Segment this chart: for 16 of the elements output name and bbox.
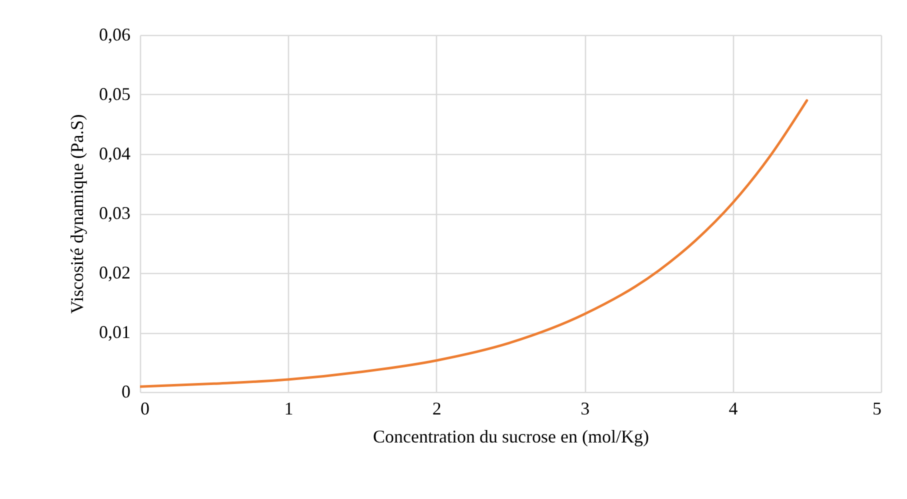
x-tick-label: 1 xyxy=(284,398,294,418)
y-tick-label: 0,01 xyxy=(99,322,130,342)
y-tick-label: 0,04 xyxy=(99,144,130,164)
y-tick-label: 0,06 xyxy=(99,24,130,44)
line-series xyxy=(140,99,808,388)
x-tick-label: 5 xyxy=(872,398,882,418)
y-axis-title: Viscosité dynamique (Pa.S) xyxy=(67,114,87,314)
x-tick-label: 4 xyxy=(728,398,738,418)
y-tick-label: 0,05 xyxy=(99,84,130,104)
x-tick-label: 2 xyxy=(432,398,442,418)
x-tick-label: 3 xyxy=(580,398,590,418)
x-tick-label: 0 xyxy=(140,398,150,418)
y-tick-label: 0,03 xyxy=(99,203,130,223)
x-axis-title: Concentration du sucrose en (mol/Kg) xyxy=(373,426,649,446)
y-tick-label: 0 xyxy=(122,382,130,402)
y-tick-label: 0,02 xyxy=(99,262,130,282)
